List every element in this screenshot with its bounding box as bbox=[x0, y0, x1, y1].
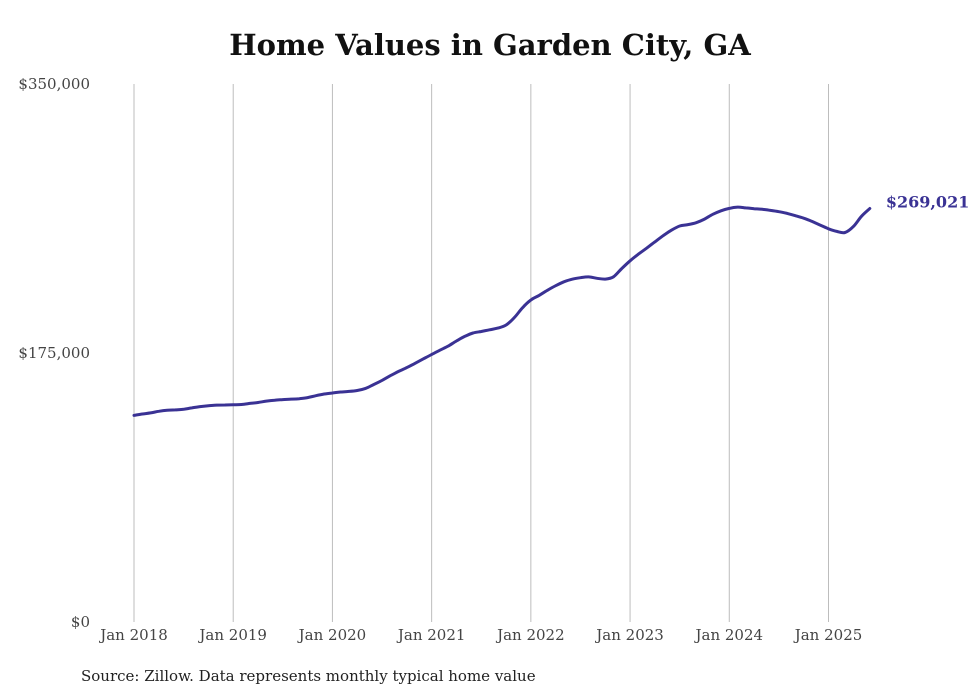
x-tick-label: Jan 2022 bbox=[495, 626, 565, 644]
source-note: Source: Zillow. Data represents monthly … bbox=[81, 667, 536, 685]
y-tick-label: $0 bbox=[71, 613, 90, 631]
x-tick-label: Jan 2025 bbox=[793, 626, 863, 644]
y-tick-label: $350,000 bbox=[18, 75, 90, 93]
x-tick-label: Jan 2020 bbox=[297, 626, 367, 644]
gridlines bbox=[133, 84, 829, 622]
x-tick-label: Jan 2019 bbox=[197, 626, 267, 644]
x-tick-label: Jan 2023 bbox=[594, 626, 664, 644]
home-value-line bbox=[132, 205, 872, 417]
y-tick-label: $175,000 bbox=[18, 344, 90, 362]
x-tick-label: Jan 2018 bbox=[98, 626, 168, 644]
y-axis: $0 $175,000 $350,000 bbox=[18, 75, 90, 631]
x-axis: Jan 2018 Jan 2019 Jan 2020 Jan 2021 Jan 2022… bbox=[98, 626, 862, 644]
end-value-label: $269,021 bbox=[886, 192, 970, 211]
x-tick-label: Jan 2021 bbox=[396, 626, 466, 644]
chart-title: Home Values in Garden City, GA bbox=[229, 28, 751, 62]
x-tick-label: Jan 2024 bbox=[694, 626, 764, 644]
